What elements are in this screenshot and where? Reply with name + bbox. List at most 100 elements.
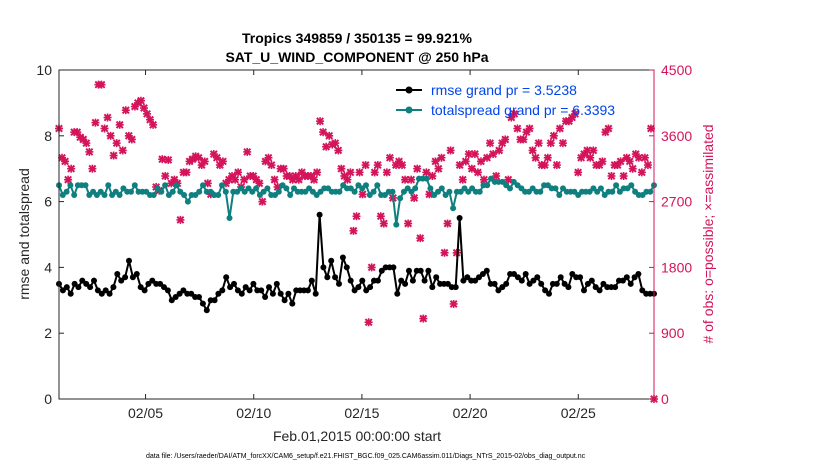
- obs-marker: [549, 131, 558, 140]
- spread-point: [628, 182, 635, 189]
- rmse-point: [75, 284, 82, 291]
- obs-marker: [115, 120, 124, 129]
- y-right-tick-label: 2700: [661, 194, 692, 210]
- obs-marker: [416, 234, 425, 243]
- spread-point: [450, 205, 457, 212]
- y-right-tick-label: 0: [661, 391, 669, 407]
- rmse-point: [312, 290, 319, 297]
- rmse-point: [355, 284, 362, 291]
- rmse-point: [417, 267, 424, 274]
- obs-marker: [364, 318, 373, 327]
- spread-point: [363, 182, 369, 189]
- obs-marker: [473, 168, 482, 177]
- obs-marker: [455, 161, 464, 170]
- y-right-tick-label: 1800: [661, 259, 692, 275]
- rmse-point: [94, 287, 101, 294]
- rmse-point: [374, 277, 381, 284]
- rmse-point: [503, 280, 510, 287]
- obs-marker: [480, 175, 488, 184]
- rmse-point: [433, 274, 440, 281]
- rmse-point: [304, 287, 311, 294]
- obs-marker: [367, 263, 376, 272]
- spread-point: [71, 192, 78, 198]
- spread-point: [552, 185, 559, 192]
- rmse-point: [639, 287, 646, 294]
- spread-point: [393, 221, 400, 228]
- rmse-point: [164, 287, 171, 294]
- obs-marker: [343, 175, 352, 184]
- obs-marker: [586, 153, 595, 162]
- spread-point: [200, 182, 206, 189]
- rmse-point: [483, 267, 490, 274]
- rmse-point: [250, 280, 257, 287]
- spread-point: [438, 185, 445, 192]
- rmse-point: [343, 264, 350, 271]
- rmse-point: [91, 277, 97, 284]
- rmse-point: [627, 280, 634, 287]
- obs-marker: [176, 215, 185, 224]
- rmse-point: [126, 257, 132, 264]
- obs-marker: [443, 219, 452, 228]
- obs-marker: [355, 168, 364, 177]
- obs-marker: [616, 157, 625, 166]
- obs-marker: [422, 168, 431, 177]
- obs-marker: [352, 212, 361, 221]
- obs-marker: [310, 175, 318, 184]
- spread-point: [128, 188, 134, 195]
- obs-marker: [61, 157, 70, 166]
- obs-marker: [589, 146, 598, 155]
- rmse-point: [534, 274, 541, 281]
- rmse-point: [557, 274, 564, 281]
- obs-marker: [598, 157, 607, 166]
- rmse-point: [308, 277, 315, 284]
- spread-point: [162, 182, 169, 189]
- obs-marker: [334, 146, 343, 155]
- obs-marker: [437, 153, 446, 162]
- rmse-point: [577, 274, 584, 281]
- obs-marker: [528, 146, 537, 155]
- spread-point: [537, 188, 544, 195]
- rmse-point: [273, 280, 280, 287]
- spread-point: [82, 182, 89, 189]
- y-right-tick-label: 900: [661, 325, 685, 341]
- obs-marker: [470, 150, 479, 159]
- rmse-point: [409, 277, 416, 284]
- obs-marker: [243, 147, 252, 156]
- obs-marker: [234, 168, 243, 177]
- obs-marker: [607, 172, 616, 181]
- rmse-point: [262, 294, 269, 300]
- spread-point: [173, 182, 180, 189]
- obs-marker: [464, 150, 473, 159]
- spread-point: [181, 192, 188, 198]
- spread-point: [253, 185, 260, 192]
- rmse-point: [87, 284, 94, 291]
- obs-marker: [637, 168, 646, 177]
- obs-marker: [264, 153, 273, 162]
- rmse-point: [623, 274, 630, 281]
- rmse-point: [324, 274, 331, 281]
- rmse-point: [460, 277, 467, 284]
- rmse-point: [406, 267, 412, 274]
- obs-marker: [212, 153, 221, 162]
- y-right-tick-label: 4500: [661, 62, 692, 78]
- obs-marker: [513, 124, 522, 133]
- obs-marker: [413, 164, 422, 173]
- rmse-point: [289, 300, 296, 307]
- chart-subtitle: SAT_U_WIND_COMPONENT @ 250 hPa: [225, 49, 488, 65]
- obs-marker: [628, 164, 637, 173]
- rmse-point: [569, 271, 576, 277]
- rmse-point: [359, 277, 366, 284]
- obs-marker: [109, 151, 118, 160]
- obs-marker: [194, 153, 203, 162]
- spread-point: [613, 182, 620, 189]
- spread-point: [196, 188, 203, 195]
- obs-marker: [446, 146, 455, 155]
- obs-marker: [558, 139, 567, 148]
- obs-marker: [398, 161, 407, 170]
- spread-point: [351, 188, 358, 195]
- obs-marker: [337, 164, 346, 173]
- spread-point: [131, 182, 138, 189]
- obs-marker: [428, 172, 437, 181]
- rmse-point: [456, 215, 463, 221]
- spread-point: [336, 188, 343, 195]
